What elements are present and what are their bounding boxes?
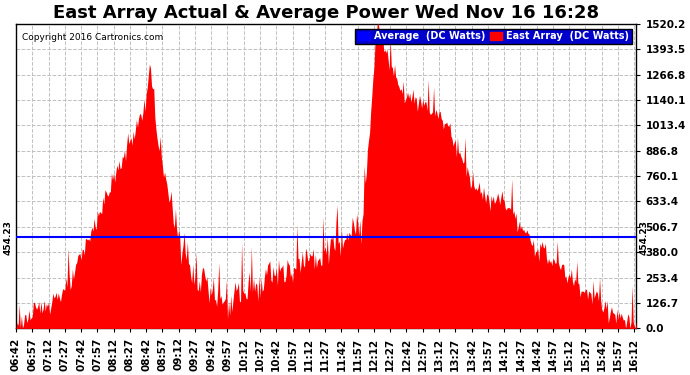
Text: 454.23: 454.23 <box>640 220 649 255</box>
Text: 454.23: 454.23 <box>3 220 12 255</box>
Text: Copyright 2016 Cartronics.com: Copyright 2016 Cartronics.com <box>22 33 164 42</box>
Legend: Average  (DC Watts), East Array  (DC Watts): Average (DC Watts), East Array (DC Watts… <box>355 28 631 44</box>
Title: East Array Actual & Average Power Wed Nov 16 16:28: East Array Actual & Average Power Wed No… <box>53 4 599 22</box>
